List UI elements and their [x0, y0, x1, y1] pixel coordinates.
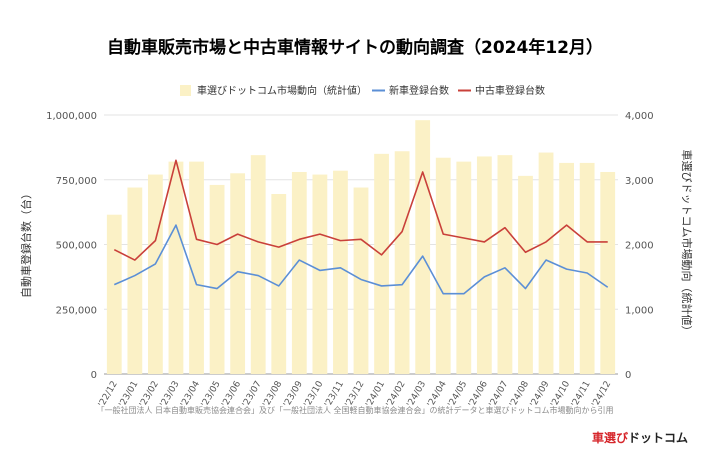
series-line	[113, 224, 609, 295]
x-tick-label: '23/11	[323, 380, 346, 410]
bar	[435, 157, 451, 374]
legend-label: 新車登録台数	[389, 84, 449, 97]
x-tick-label: '23/02	[138, 380, 161, 410]
y-right-tick-label: 3,000	[625, 176, 654, 187]
y-left-tick-label: 500,000	[56, 241, 97, 252]
bar	[353, 187, 369, 374]
bar	[209, 184, 225, 374]
y-right-tick-label: 4,000	[625, 111, 654, 122]
bar	[168, 161, 184, 374]
legend: 車選びドットコム市場動向（統計値） 新車登録台数 中古車登録台数	[180, 84, 545, 97]
bar	[147, 174, 163, 374]
source-note: 「一般社団法人 日本自動車販売協会連合会」及び「一般社団法人 全国軽自動車協会連…	[96, 405, 613, 415]
logo-text-red: 車選び	[592, 430, 629, 445]
bar	[374, 153, 389, 374]
x-tick-label: '24/07	[488, 380, 511, 410]
x-tick-label: '24/01	[364, 380, 387, 410]
legend-label: 中古車登録台数	[475, 84, 545, 97]
x-tick-label: '23/03	[159, 380, 182, 410]
legend-label: 車選びドットコム市場動向（統計値）	[197, 84, 367, 97]
series-line	[113, 159, 608, 261]
x-tick-label: '22/12	[97, 380, 120, 410]
legend-swatch	[180, 85, 191, 96]
y-right-tick-label: 2,000	[625, 241, 654, 252]
bar	[600, 171, 616, 374]
x-tick-label: '23/07	[241, 380, 264, 410]
y-left-tick-label: 1,000,000	[46, 111, 97, 122]
bar	[394, 151, 410, 374]
svg-text:車選びドットコム: 車選びドットコム	[592, 430, 688, 445]
x-tick-label: '24/02	[385, 380, 408, 410]
y-left-tick-label: 0	[91, 370, 97, 381]
bar	[106, 214, 122, 374]
bar	[497, 155, 513, 374]
x-tick-label: '23/01	[118, 380, 141, 410]
bar	[230, 173, 246, 374]
bar	[579, 162, 595, 374]
chart-title: 自動車販売市場と中古車情報サイトの動向調査（2024年12月）	[107, 37, 603, 58]
y-axis-left-title: 自動車登録台数（台）	[19, 188, 33, 298]
bar	[456, 161, 472, 374]
bar	[415, 120, 431, 375]
bar	[312, 174, 328, 374]
bar	[476, 156, 492, 374]
x-tick-label: '23/12	[344, 380, 367, 410]
y-right-tick-label: 1,000	[625, 305, 654, 316]
logo-text-dark: ドットコム	[628, 431, 688, 445]
bar	[250, 155, 266, 374]
x-tick-label: '23/05	[200, 380, 223, 410]
x-tick-label: '24/05	[447, 380, 470, 410]
y-axis-right-title: 車選びドットコム市場動向（統計値）	[680, 150, 694, 337]
y-right-tick-label: 0	[625, 370, 631, 381]
bar	[189, 161, 204, 374]
bar	[538, 152, 554, 374]
bar	[127, 187, 143, 374]
y-left-tick-label: 250,000	[56, 305, 97, 316]
x-tick-label: '24/11	[570, 380, 593, 410]
bar	[333, 170, 348, 374]
y-left-tick-label: 750,000	[56, 176, 97, 187]
x-tick-label: '24/03	[405, 380, 428, 410]
x-tick-label: '24/12	[590, 380, 613, 410]
bar	[271, 193, 287, 374]
bar	[518, 175, 533, 374]
brand-logo: 車選びドットコム	[592, 430, 688, 445]
bar	[291, 171, 307, 374]
line-series	[113, 159, 609, 295]
